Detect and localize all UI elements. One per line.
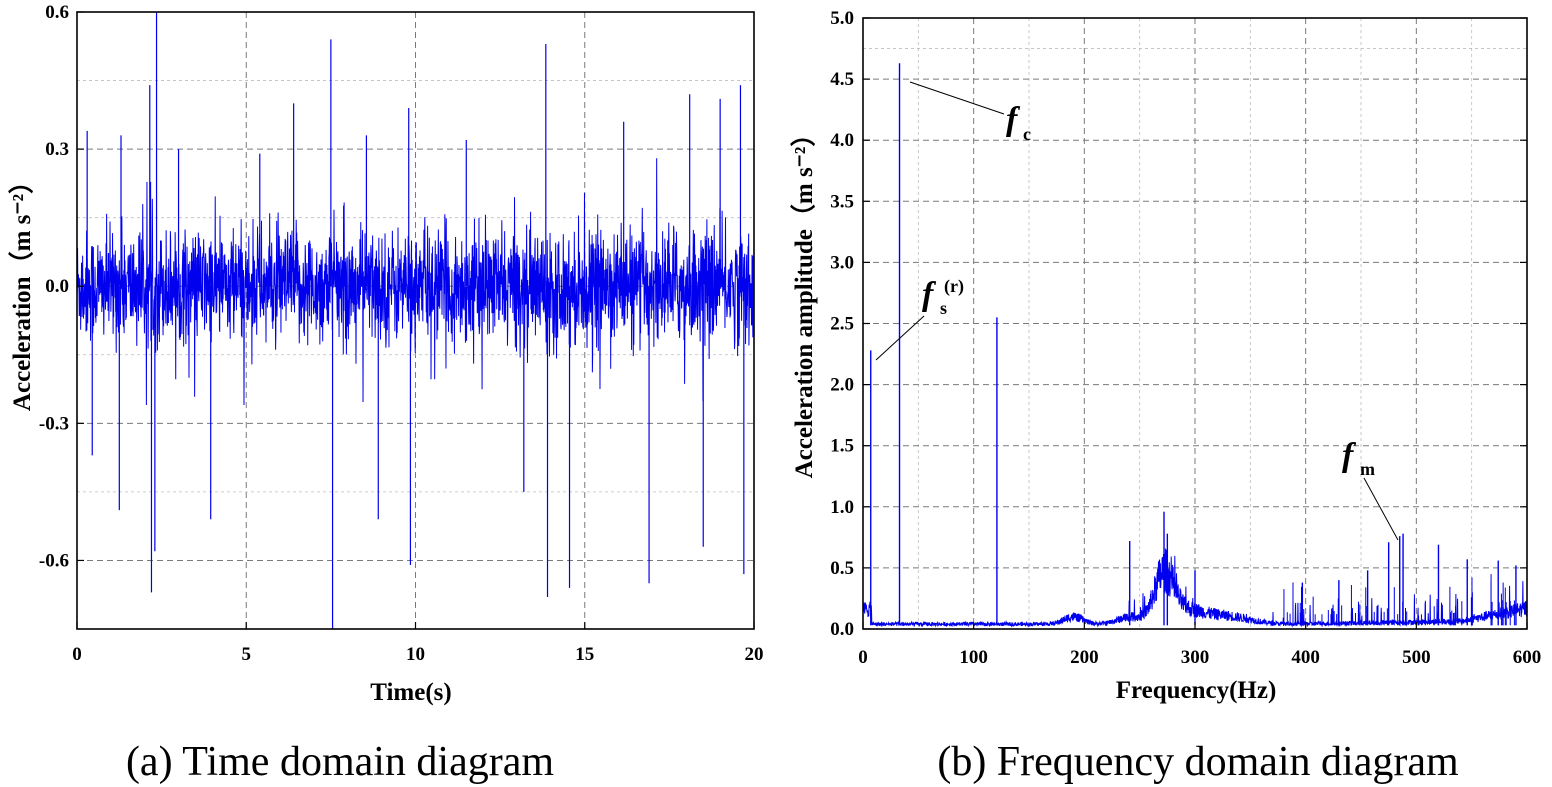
frequency-y-tick-label: 5.0: [830, 8, 854, 29]
frequency-y-tick-label: 3.5: [830, 191, 854, 212]
frequency-y-tick-label: 1.0: [830, 497, 854, 518]
frequency-x-tick-label: 0: [858, 647, 868, 668]
time-chart-ticks: 0 5 10 15 20 -0.6 -0.3 0.0 0.3 0.6: [39, 2, 764, 665]
time-y-axis-label: Acceleration（m s⁻²）: [7, 169, 36, 411]
frequency-y-tick-label: 4.5: [830, 69, 854, 90]
time-y-tick-label: 0.3: [45, 139, 69, 160]
frequency-y-tick-label: 3.0: [830, 252, 854, 273]
annotation-fs: f s (r): [875, 276, 964, 361]
time-panel-caption: (a) Time domain diagram: [126, 739, 554, 785]
time-x-tick-label: 5: [242, 644, 252, 665]
frequency-spectrum-peaks: [870, 63, 1517, 626]
annotation-fc-leader: [909, 81, 1005, 115]
time-x-tick-label: 10: [406, 644, 425, 665]
time-y-tick-label: -0.6: [39, 550, 69, 571]
frequency-x-tick-label: 400: [1291, 647, 1320, 668]
annotation-fm-main: f: [1342, 437, 1357, 474]
annotation-fc-main: f: [1006, 101, 1021, 138]
annotation-fs-sub: s: [940, 298, 947, 318]
frequency-y-tick-label: 0.0: [830, 619, 854, 640]
time-x-tick-label: 0: [72, 644, 82, 665]
annotation-fs-sup: (r): [944, 276, 964, 297]
frequency-y-tick-label: 2.5: [830, 314, 854, 335]
time-x-axis-label: Time(s): [370, 679, 451, 706]
frequency-y-tick-label: 1.5: [830, 436, 854, 457]
panel-b: 0 100 200 300 400 500 600 0.0 0.5 1.0 1.5 2.0 2.5 3.0…: [789, 8, 1541, 785]
time-signal-spikes: [86, 12, 745, 629]
annotation-fm-sub: m: [1360, 459, 1375, 479]
frequency-x-tick-label: 500: [1402, 647, 1431, 668]
time-y-tick-label: -0.3: [39, 413, 69, 434]
time-y-tick-label: 0.6: [45, 2, 69, 23]
frequency-x-axis-label: Frequency(Hz): [1116, 677, 1277, 704]
annotation-fm: f m: [1342, 437, 1399, 541]
frequency-x-tick-label: 300: [1181, 647, 1210, 668]
annotation-fm-leader: [1363, 477, 1399, 541]
annotation-fs-leader: [875, 315, 925, 361]
annotation-fs-main: f: [922, 276, 937, 313]
frequency-y-tick-label: 2.0: [830, 375, 854, 396]
frequency-chart-ticks: 0 100 200 300 400 500 600 0.0 0.5 1.0 1.5 2.0 2.5 3.0…: [830, 8, 1541, 668]
time-x-tick-label: 15: [575, 644, 594, 665]
frequency-x-tick-label: 600: [1513, 647, 1542, 668]
time-x-tick-label: 20: [745, 644, 764, 665]
annotation-fc-sub: c: [1023, 124, 1031, 144]
panel-a: 0 5 10 15 20 -0.6 -0.3 0.0 0.3 0.6 Time(s) Accele…: [7, 2, 764, 785]
annotation-fc: f c: [909, 81, 1031, 144]
frequency-y-tick-label: 0.5: [830, 558, 854, 579]
frequency-y-axis-label: Acceleration amplitude（m s⁻²）: [789, 122, 818, 479]
time-y-tick-label: 0.0: [45, 276, 69, 297]
frequency-chart-grid: [863, 18, 1527, 629]
time-signal-line: [76, 158, 755, 406]
frequency-y-tick-label: 4.0: [830, 130, 854, 151]
frequency-x-tick-label: 100: [959, 647, 988, 668]
frequency-panel-caption: (b) Frequency domain diagram: [937, 739, 1459, 785]
frequency-x-tick-label: 200: [1070, 647, 1099, 668]
